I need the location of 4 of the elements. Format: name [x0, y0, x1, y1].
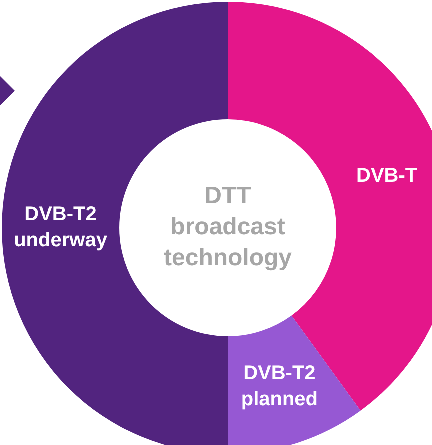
- slice-label: DVB-T2 underway: [14, 204, 108, 252]
- slice-label: DVB-T2 planned: [241, 362, 318, 411]
- slice-label: DVB-T: [356, 164, 418, 187]
- text: DTT broadcast technology: [164, 182, 293, 272]
